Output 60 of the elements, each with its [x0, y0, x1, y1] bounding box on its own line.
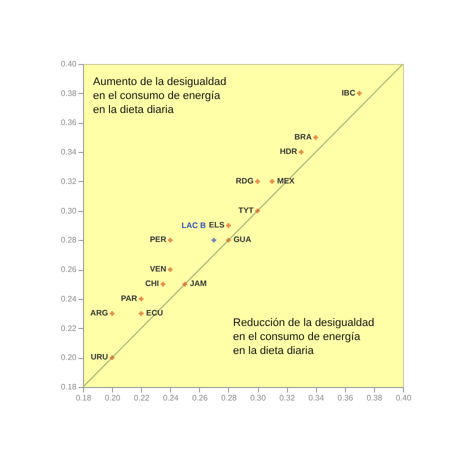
series-label: GUA	[233, 235, 252, 244]
series-label: TYT	[238, 206, 254, 215]
point	[255, 179, 260, 184]
y-tick-label: 0.24	[60, 294, 78, 304]
series-label: IBC	[342, 88, 356, 98]
point	[160, 282, 166, 287]
x-tick-label: 0.26	[192, 394, 208, 402]
point	[182, 282, 188, 287]
x-tick-label: 0.28	[221, 394, 238, 402]
point	[110, 311, 114, 316]
annotation: Aumento de la desigualdad en el consumo de energía en la dieta diaria	[93, 76, 226, 116]
x-tick-label: 0.18	[76, 394, 92, 402]
y-tick-label: 0.36	[60, 118, 78, 128]
x-tick-label: 0.24	[162, 394, 180, 402]
series-label: HDR	[280, 147, 298, 156]
series-label: BRA	[294, 132, 312, 142]
x-tick-label: 0.30	[250, 394, 266, 402]
series-label: PAR	[120, 294, 138, 303]
x-tick-label: 0.32	[279, 394, 296, 402]
x-tick-label: 0.22	[134, 394, 150, 402]
series-label: MEX	[277, 176, 296, 186]
series-label: JAM	[190, 279, 208, 288]
y-tick-label: 0.18	[60, 382, 78, 392]
y-tick-label: 0.40	[60, 60, 78, 68]
y-tick-label: 0.32	[60, 176, 78, 186]
point	[270, 179, 274, 184]
series-label: RDG	[236, 176, 254, 186]
series-label: ELS	[208, 220, 226, 230]
series-label: LAC B	[181, 221, 206, 230]
x-tick-label: 0.34	[308, 394, 325, 402]
y-tick-label: 0.30	[60, 206, 78, 216]
series-label: VEN	[150, 264, 166, 274]
point	[168, 267, 173, 272]
y-tick-label: 0.22	[60, 324, 78, 333]
y-tick-label: 0.34	[60, 148, 78, 157]
y-tick-label: 0.28	[60, 236, 78, 245]
point	[255, 208, 260, 214]
point	[226, 238, 231, 243]
x-tick-label: 0.38	[366, 394, 383, 402]
series-label: PER	[150, 235, 166, 244]
x-tick-label: 0.36	[338, 394, 354, 402]
series-label: ECU	[146, 308, 164, 318]
series-label: URU	[90, 352, 108, 362]
x-tick-label: 0.40	[396, 394, 412, 402]
series-label: ARG	[90, 308, 108, 318]
y-tick-label: 0.26	[60, 265, 78, 274]
point	[110, 355, 114, 360]
y-tick-label: 0.38	[60, 88, 78, 98]
x-tick-label: 0.20	[104, 394, 121, 402]
point	[226, 223, 231, 228]
series-label: CHI	[145, 279, 159, 288]
point	[212, 238, 216, 243]
point	[168, 238, 173, 243]
point	[138, 311, 144, 316]
y-tick-label: 0.20	[60, 353, 78, 362]
point	[298, 150, 304, 154]
point	[357, 91, 362, 96]
annotation: Reducción de la desigualdad en el consumo de energía en la dieta diaria	[233, 317, 374, 357]
point	[313, 135, 318, 140]
point	[138, 296, 144, 302]
